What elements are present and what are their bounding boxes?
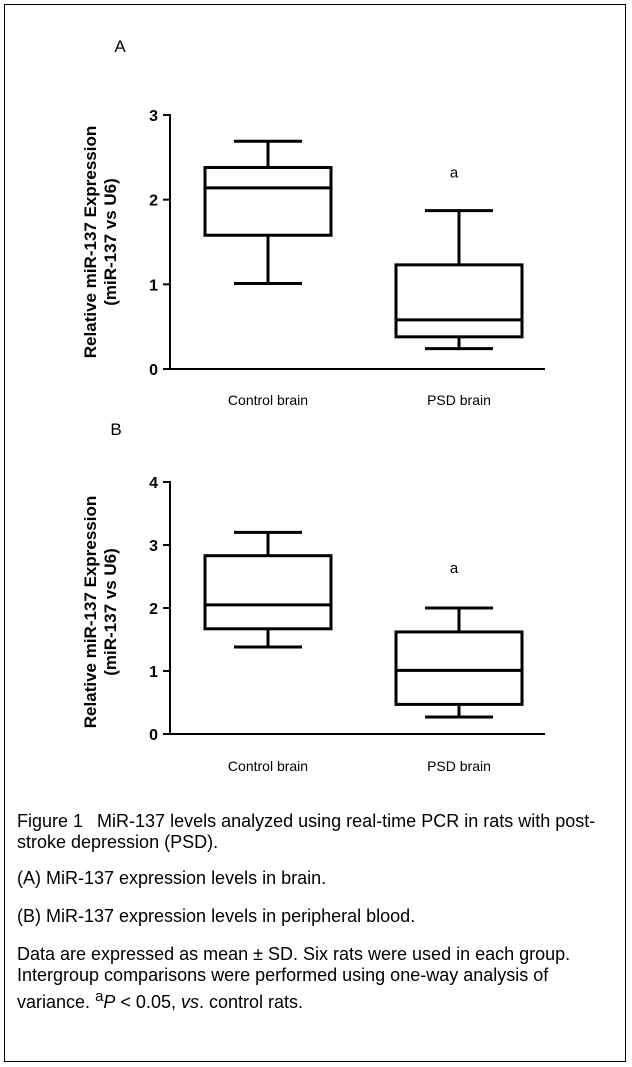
- panel-a-y-tick-label: 2: [149, 193, 158, 210]
- caption-vs: vs: [180, 992, 199, 1012]
- panel-b-label: B: [110, 420, 121, 439]
- panel-b-y-axis-title: Relative miR-137 Expression(miR-137 vs U…: [81, 496, 120, 728]
- panel-a-box-1: [203, 139, 333, 285]
- panel-b-box-2-iqr-box: [394, 630, 524, 706]
- panel-b-significance-marker: a: [450, 560, 459, 577]
- panel-a-box-2: [394, 209, 524, 351]
- panel-b-y-tick-label: 1: [149, 664, 158, 681]
- panel-b-box-1-iqr-box: [203, 554, 333, 631]
- caption-notes: Data are expressed as mean ± SD. Six rat…: [17, 944, 617, 1013]
- caption-title: Figure 1 MiR-137 levels analyzed using re…: [17, 811, 617, 853]
- panel-a-y-axis-title: Relative miR-137 Expression(miR-137 vs U…: [81, 126, 120, 358]
- caption-panel-a: (A) MiR-137 expression levels in brain.: [17, 868, 327, 888]
- caption-notes-text: Data are expressed as mean ± SD. Six rat…: [17, 944, 571, 1012]
- panel-a-box-1-iqr-box: [203, 165, 333, 237]
- figure-frame: [4, 4, 626, 1062]
- panel-b-box-2: [394, 606, 524, 719]
- panel-b-y-tick-label: 2: [149, 601, 158, 618]
- caption-p-letter: P: [103, 992, 116, 1012]
- panel-a-chart: A Relative miR-137 Expression(miR-137 vs …: [81, 37, 545, 408]
- panel-a-label: A: [114, 37, 126, 56]
- panel-b-box-1: [203, 530, 333, 649]
- panel-b-y-tick-label: 4: [149, 475, 158, 492]
- caption-superscript: a: [95, 988, 104, 1005]
- panel-b-y-tick-label: 0: [149, 727, 158, 744]
- caption-fig-label: Figure 1: [17, 811, 84, 831]
- panel-b-y-tick-label: 3: [149, 538, 158, 555]
- panel-a-significance-marker: a: [450, 165, 459, 182]
- figure-panels: A Relative miR-137 Expression(miR-137 vs …: [81, 37, 545, 774]
- caption-title-text: MiR-137 levels analyzed using real-time …: [17, 811, 596, 852]
- panel-a-category-label: Control brain: [228, 392, 308, 408]
- panel-b-category-label: PSD brain: [427, 758, 491, 774]
- panel-b-chart: B Relative miR-137 Expression(miR-137 vs …: [81, 420, 545, 774]
- panel-a-box-2-iqr-box: [394, 263, 524, 339]
- panel-a-y-tick-label: 1: [149, 277, 158, 294]
- panel-a-y-tick-label: 0: [149, 362, 158, 379]
- panel-a-category-label: PSD brain: [427, 392, 491, 408]
- caption-tail: . control rats.: [198, 992, 304, 1012]
- caption-panel-b: (B) MiR-137 expression levels in periphe…: [17, 906, 416, 926]
- caption-p-value: < 0.05,: [115, 992, 181, 1012]
- figure-caption: Figure 1 MiR-137 levels analyzed using re…: [17, 811, 617, 1013]
- panel-b-category-label: Control brain: [228, 758, 308, 774]
- panel-a-y-tick-label: 3: [149, 108, 158, 125]
